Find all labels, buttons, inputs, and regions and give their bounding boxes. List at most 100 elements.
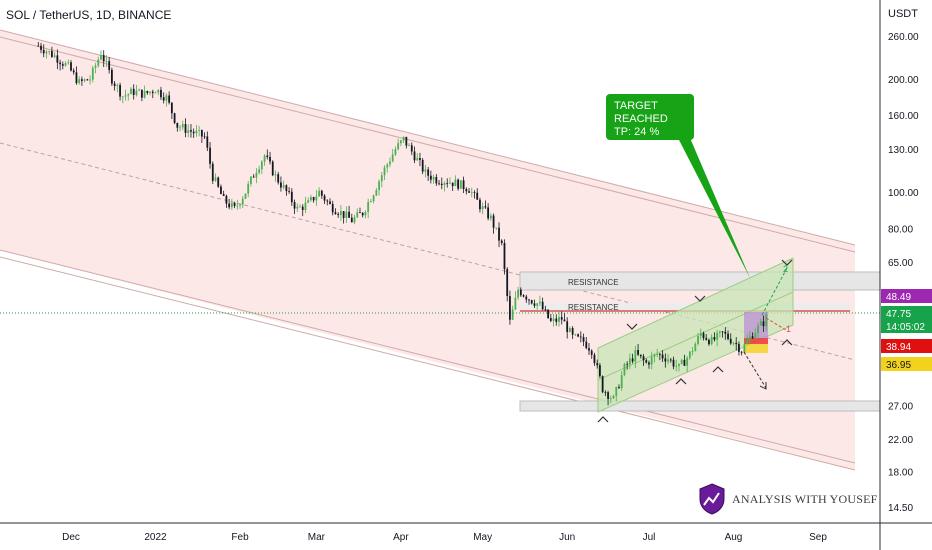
candle-body bbox=[318, 190, 320, 197]
candle-body bbox=[626, 363, 629, 365]
candle-body bbox=[140, 89, 143, 98]
candle-body bbox=[667, 359, 669, 362]
candle-body bbox=[378, 181, 380, 191]
time-tick-label: Aug bbox=[725, 532, 743, 543]
candle-body bbox=[484, 206, 487, 208]
candle-body bbox=[102, 55, 105, 62]
price-axis[interactable]: 260.00 200.00 160.00 130.00 100.00 80.00 65.00… bbox=[888, 32, 919, 514]
candle-body bbox=[250, 176, 252, 184]
candle-body bbox=[765, 314, 768, 327]
candle-body bbox=[67, 62, 70, 64]
candle-body bbox=[574, 334, 577, 336]
candle-body bbox=[397, 143, 400, 150]
candle-body bbox=[413, 151, 416, 161]
price-tick-label: 22.00 bbox=[888, 435, 913, 446]
wave-label-2: 2 bbox=[783, 264, 788, 274]
candle-body bbox=[571, 328, 574, 335]
candle-body bbox=[410, 145, 413, 152]
candle-body bbox=[48, 51, 51, 52]
candle-body bbox=[304, 202, 307, 210]
candle-body bbox=[688, 351, 691, 358]
candle-body bbox=[340, 211, 342, 216]
price-tag-label: 47.75 bbox=[886, 309, 911, 320]
candle-body bbox=[432, 176, 435, 180]
candle-body bbox=[301, 206, 304, 210]
candle-body bbox=[206, 136, 209, 148]
candle-body bbox=[187, 130, 190, 133]
candle-body bbox=[81, 79, 83, 81]
candle-body bbox=[519, 289, 522, 296]
price-tag-box bbox=[881, 306, 932, 320]
candle-body bbox=[503, 242, 506, 270]
candle-body bbox=[209, 147, 211, 164]
candle-body bbox=[299, 206, 301, 208]
candle-body bbox=[108, 61, 111, 70]
candle-body bbox=[132, 88, 135, 95]
candle-body bbox=[258, 169, 261, 173]
candle-body bbox=[255, 172, 258, 178]
candle-body bbox=[97, 59, 100, 66]
candle-body bbox=[650, 356, 653, 365]
candle-body bbox=[743, 344, 746, 353]
time-tick-label: May bbox=[473, 532, 492, 543]
price-tags: 48.49 47.75 14:05:02 38.94 36.95 bbox=[881, 289, 932, 371]
candle-body bbox=[143, 90, 146, 98]
candle-body bbox=[628, 358, 631, 365]
channel-lower-line-inner bbox=[0, 256, 856, 471]
candle-body bbox=[53, 55, 56, 57]
candle-body bbox=[280, 182, 282, 188]
candle-body bbox=[481, 206, 484, 210]
price-tick-label: 100.00 bbox=[888, 188, 919, 199]
candle-body bbox=[735, 342, 738, 345]
price-tick-label: 65.00 bbox=[888, 258, 913, 269]
candle-body bbox=[361, 212, 364, 216]
candle-body bbox=[421, 159, 424, 172]
candle-body bbox=[179, 127, 181, 129]
candle-body bbox=[552, 318, 555, 321]
candle-body bbox=[708, 339, 710, 345]
candle-body bbox=[165, 95, 168, 101]
candle-body bbox=[236, 205, 239, 207]
time-axis[interactable]: Dec 2022 Feb Mar Apr May Jun Jul Aug Sep bbox=[62, 532, 827, 543]
candle-body bbox=[609, 398, 612, 400]
candle-body bbox=[326, 200, 329, 202]
watermark: ANALYSIS WITH YOUSEF bbox=[698, 481, 877, 517]
candle-body bbox=[596, 363, 599, 366]
candle-body bbox=[320, 190, 323, 196]
candle-body bbox=[40, 45, 42, 50]
candle-body bbox=[424, 169, 427, 172]
candle-body bbox=[241, 198, 244, 205]
candle-body bbox=[462, 180, 465, 190]
candle-body bbox=[566, 321, 569, 333]
candle-body bbox=[457, 179, 460, 189]
candle-body bbox=[533, 303, 536, 306]
candle-body bbox=[757, 325, 759, 334]
resistance-label-upper: RESISTANCE bbox=[568, 278, 619, 287]
stop-box bbox=[744, 338, 768, 344]
price-tag-box bbox=[881, 357, 932, 371]
candle-body bbox=[78, 79, 81, 84]
candle-body bbox=[225, 195, 228, 204]
candle-body bbox=[138, 89, 141, 91]
candle-body bbox=[558, 317, 560, 322]
candle-body bbox=[500, 240, 503, 243]
candle-body bbox=[569, 328, 571, 333]
candle-body bbox=[555, 318, 558, 322]
candle-body bbox=[615, 387, 618, 397]
candle-body bbox=[127, 94, 130, 96]
candle-body bbox=[285, 185, 288, 192]
candle-body bbox=[116, 85, 119, 86]
candle-body bbox=[399, 140, 402, 144]
shield-logo-icon bbox=[699, 483, 725, 515]
candle-body bbox=[233, 202, 236, 206]
candle-body bbox=[72, 70, 75, 73]
candle-body bbox=[623, 363, 626, 376]
projection-down-arrowhead bbox=[759, 382, 767, 390]
candle-body bbox=[369, 201, 372, 203]
candle-body bbox=[222, 194, 225, 196]
wave-label-1: 1 bbox=[786, 324, 791, 334]
pivot-marker bbox=[626, 323, 638, 330]
projection-up-arrow bbox=[761, 267, 788, 316]
candle-body bbox=[476, 192, 479, 200]
